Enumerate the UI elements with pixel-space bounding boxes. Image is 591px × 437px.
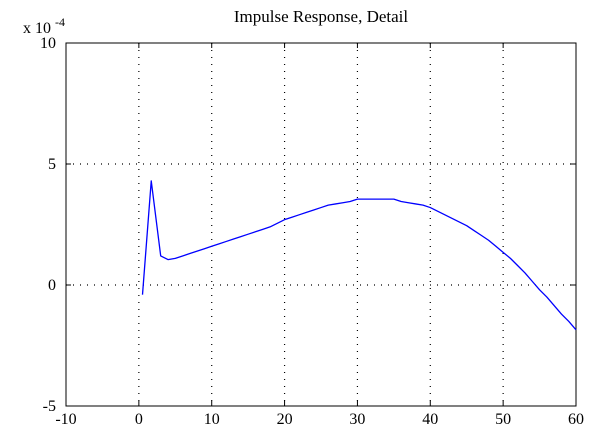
y-tick-label: -5 [43,398,56,415]
x-tick-label: 10 [204,411,220,428]
y-axis-scale-exponent: -4 [55,15,65,29]
x-tick-label: -10 [55,411,76,428]
plot-area-border [65,42,577,407]
x-tick-label: 20 [277,411,293,428]
series-line [141,180,577,331]
x-tick-label: 30 [349,411,365,428]
y-axis-scale-factor: x 10 -4 [23,15,65,37]
chart-title: Impulse Response, Detail [234,7,408,26]
y-tick-label: 0 [48,277,56,294]
y-axis-scale-base: x 10 [23,20,51,37]
axes-box-rect [65,42,577,407]
series-layer [141,180,577,331]
tick-layer [65,42,577,407]
label-layer: -10 0 10 20 30 40 50 60 -5 0 5 10 [40,35,584,428]
y-tick-label: 10 [40,35,56,52]
x-tick-label: 0 [135,411,143,428]
y-tick-label: 5 [48,156,56,173]
x-tick-label: 40 [422,411,438,428]
grid-layer [66,43,576,406]
x-tick-label: 60 [568,411,584,428]
x-tick-label: 50 [495,411,511,428]
